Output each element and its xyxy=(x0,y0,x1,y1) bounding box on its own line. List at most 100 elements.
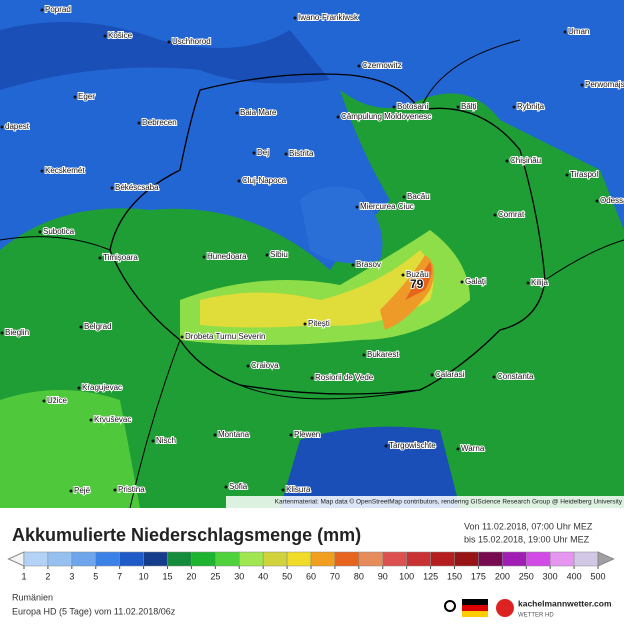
legend-label: 40 xyxy=(258,571,268,581)
city-dot xyxy=(352,264,355,267)
legend-swatch xyxy=(574,552,598,566)
city-label: Debrecen xyxy=(142,118,177,127)
city-label: Drobeta Turnu Severin xyxy=(185,332,266,341)
legend-swatch xyxy=(144,552,168,566)
date-from: Von 11.02.2018, 07:00 Uhr MEZ xyxy=(464,521,593,531)
legend-label: 60 xyxy=(306,571,316,581)
city-dot xyxy=(337,116,340,119)
city-label: Bukarest xyxy=(367,350,399,359)
city-label: Belgrad xyxy=(84,322,112,331)
legend-label: 150 xyxy=(447,571,462,581)
city-dot xyxy=(266,254,269,257)
city-dot xyxy=(513,106,516,109)
legend-label: 20 xyxy=(186,571,196,581)
city-label: Miercurea Ciuc xyxy=(360,202,414,211)
city-dot xyxy=(1,332,4,335)
city-dot xyxy=(168,41,171,44)
city-dot xyxy=(1,126,4,129)
legend-label: 15 xyxy=(162,571,172,581)
legend-swatch xyxy=(455,552,479,566)
max-label: 79 xyxy=(410,277,424,291)
legend-label: 80 xyxy=(354,571,364,581)
legend-label: 30 xyxy=(234,571,244,581)
city-dot xyxy=(99,257,102,260)
legend-label: 250 xyxy=(519,571,534,581)
model-info: Europa HD (5 Tage) vom 11.02.2018/06z xyxy=(12,606,176,616)
legend-label: 100 xyxy=(399,571,414,581)
city-label: Brasov xyxy=(356,260,381,269)
legend-swatch xyxy=(287,552,311,566)
city-dot xyxy=(461,281,464,284)
legend-swatch xyxy=(263,552,287,566)
city-label: Hunedoara xyxy=(207,252,247,261)
city-dot xyxy=(304,323,307,326)
city-label: Botosani xyxy=(397,102,428,111)
city-label: Pristina xyxy=(118,485,145,494)
legend-swatch xyxy=(502,552,526,566)
legend-label: 3 xyxy=(69,571,74,581)
city-label: Košice xyxy=(108,31,133,40)
city-label: Cluj-Napoca xyxy=(242,176,287,185)
city-dot xyxy=(74,96,77,99)
legend-label: 7 xyxy=(117,571,122,581)
city-label: Pejë xyxy=(74,486,91,495)
legend-swatch xyxy=(24,552,48,566)
city-dot xyxy=(506,160,509,163)
legend-label: 200 xyxy=(495,571,510,581)
city-dot xyxy=(282,489,285,492)
legend-label: 2 xyxy=(45,571,50,581)
city-label: Craiova xyxy=(251,361,279,370)
legend-label: 400 xyxy=(567,571,582,581)
city-dot xyxy=(494,214,497,217)
legend-label: 125 xyxy=(423,571,438,581)
city-dot xyxy=(225,486,228,489)
city-label: Câmpulung Moldovenesc xyxy=(341,112,431,121)
city-label: Subotica xyxy=(43,227,75,236)
city-dot xyxy=(253,152,256,155)
legend-swatch xyxy=(191,552,215,566)
city-label: Krvuševac xyxy=(94,415,131,424)
flag xyxy=(462,605,488,611)
city-dot xyxy=(290,434,293,437)
legend-label: 70 xyxy=(330,571,340,581)
legend-label: 90 xyxy=(378,571,388,581)
city-label: Uschhorod xyxy=(172,37,211,46)
legend-swatch xyxy=(239,552,263,566)
city-dot xyxy=(457,106,460,109)
city-dot xyxy=(80,326,83,329)
legend-swatch xyxy=(526,552,550,566)
city-label: Calarasi xyxy=(435,370,465,379)
legend-swatch xyxy=(72,552,96,566)
city-label: Kecskemét xyxy=(45,166,85,175)
legend-label: 500 xyxy=(590,571,605,581)
city-dot xyxy=(393,106,396,109)
city-dot xyxy=(596,200,599,203)
city-label: Montana xyxy=(218,430,250,439)
title: Akkumulierte Niederschlagsmenge (mm) xyxy=(12,525,361,545)
city-label: Czernowitz xyxy=(362,61,402,70)
city-dot xyxy=(104,35,107,38)
city-label: Timișoara xyxy=(103,253,138,262)
city-dot xyxy=(581,84,584,87)
city-label: Constanta xyxy=(497,372,534,381)
city-dot xyxy=(181,336,184,339)
legend-swatch xyxy=(431,552,455,566)
city-label: Eger xyxy=(78,92,95,101)
city-dot xyxy=(39,231,42,234)
city-dot xyxy=(356,206,359,209)
city-dot xyxy=(457,448,460,451)
city-label: Baia Mare xyxy=(240,108,277,117)
city-label: Tiraspol xyxy=(570,170,598,179)
region-name: Rumänien xyxy=(12,592,53,602)
legend-swatch xyxy=(48,552,72,566)
attribution: Kartenmaterial: Map data © OpenStreetMap… xyxy=(275,498,623,506)
city-dot xyxy=(236,112,239,115)
city-dot xyxy=(90,419,93,422)
city-dot xyxy=(527,282,530,285)
city-dot xyxy=(41,170,44,173)
city-label: Plewen xyxy=(294,430,320,439)
city-dot xyxy=(358,65,361,68)
city-label: Bălți xyxy=(461,102,477,111)
city-label: Uman xyxy=(568,27,589,36)
city-dot xyxy=(294,17,297,20)
